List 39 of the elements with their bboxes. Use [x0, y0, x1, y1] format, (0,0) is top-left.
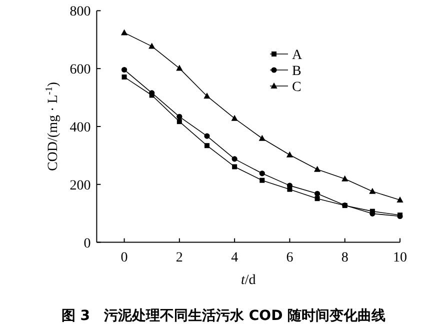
y-tick-label: 400: [70, 120, 91, 136]
point: [286, 151, 294, 158]
text: 图 3 污泥处理不同生活污水 COD 随时间变化曲线: [61, 307, 386, 324]
point: [259, 170, 265, 176]
point: [120, 29, 128, 36]
point: [122, 74, 127, 80]
point: [204, 92, 210, 99]
x-tick-label: 2: [176, 250, 183, 266]
point: [396, 196, 404, 203]
point: [176, 64, 183, 71]
x-tick-label: 8: [341, 250, 348, 266]
legend-label: C: [292, 80, 302, 95]
x-tick-label: 10: [393, 250, 407, 266]
point: [204, 133, 210, 139]
point: [314, 190, 320, 196]
y-tick-label: 800: [70, 4, 91, 20]
y-tick-label: 600: [70, 62, 91, 78]
point: [258, 134, 266, 141]
point: [260, 178, 265, 183]
point: [176, 114, 182, 120]
point: [204, 143, 210, 148]
x-axis-title: t/d: [240, 273, 256, 288]
x-tick-label: 6: [286, 250, 294, 266]
point: [314, 166, 321, 172]
point: [314, 196, 320, 202]
point: [232, 156, 238, 162]
point: [369, 188, 376, 194]
point: [232, 164, 238, 170]
y-tick-label: 0: [84, 236, 91, 252]
point: [121, 66, 128, 73]
point: [148, 42, 156, 49]
y-tick-label: 200: [70, 178, 91, 194]
point: [231, 114, 238, 121]
legend-label: B: [292, 64, 302, 79]
x-tick-label: 0: [120, 250, 128, 266]
legend-label: A: [292, 48, 303, 63]
point: [176, 119, 182, 124]
point: [342, 175, 348, 182]
x-tick-label: 4: [231, 250, 238, 266]
